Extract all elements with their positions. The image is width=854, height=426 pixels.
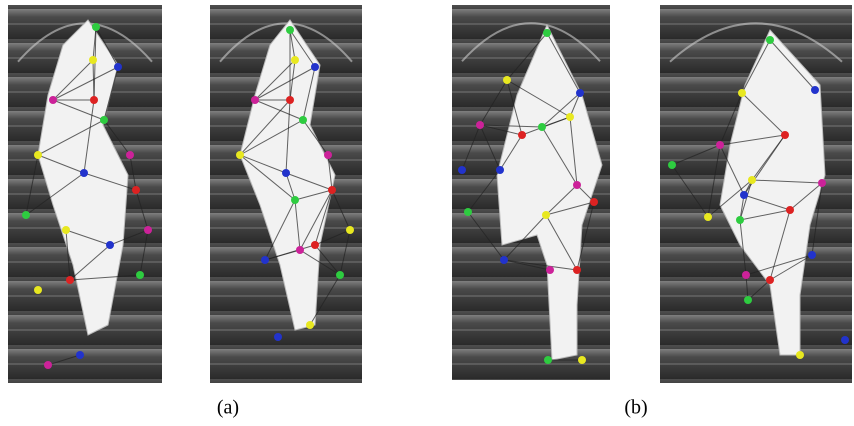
keypoint <box>458 166 466 174</box>
keypoint <box>544 356 552 364</box>
keypoint <box>251 96 259 104</box>
keypoint <box>766 276 774 284</box>
photo-panel <box>660 5 852 383</box>
keypoint <box>92 23 100 31</box>
keypoint <box>261 256 269 264</box>
keypoint <box>736 216 744 224</box>
keypoint <box>286 26 294 34</box>
keypoint <box>62 226 70 234</box>
keypoint <box>500 256 508 264</box>
keypoint <box>546 266 554 274</box>
keypoint <box>748 176 756 184</box>
keypoint <box>518 131 526 139</box>
keypoint <box>740 191 748 199</box>
keypoint <box>132 186 140 194</box>
keypoint <box>841 336 849 344</box>
keypoint <box>80 169 88 177</box>
caption: (a) <box>217 397 239 419</box>
keypoint <box>346 226 354 234</box>
keypoint <box>464 208 472 216</box>
keypoint <box>66 276 74 284</box>
keypoint <box>796 351 804 359</box>
keypoint <box>542 211 550 219</box>
keypoint <box>538 123 546 131</box>
keypoint <box>34 151 42 159</box>
keypoint <box>328 186 336 194</box>
keypoint <box>311 63 319 71</box>
keypoint <box>716 141 724 149</box>
keypoint <box>22 211 30 219</box>
caption: (b) <box>624 397 647 419</box>
keypoint <box>34 286 42 294</box>
keypoint <box>781 131 789 139</box>
keypoint <box>704 213 712 221</box>
keypoint <box>291 196 299 204</box>
keypoint <box>576 89 584 97</box>
keypoint <box>299 116 307 124</box>
keypoint <box>90 96 98 104</box>
keypoint <box>49 96 57 104</box>
keypoint <box>566 113 574 121</box>
keypoint <box>306 321 314 329</box>
keypoint <box>286 96 294 104</box>
keypoint <box>503 76 511 84</box>
photo-panel <box>452 5 610 380</box>
keypoint <box>311 241 319 249</box>
keypoint <box>324 151 332 159</box>
keypoint <box>744 296 752 304</box>
keypoint <box>336 271 344 279</box>
keypoint <box>291 56 299 64</box>
keypoint <box>573 181 581 189</box>
photo-panel <box>8 5 162 383</box>
keypoint <box>590 198 598 206</box>
keypoint <box>668 161 676 169</box>
keypoint <box>126 151 134 159</box>
keypoint <box>808 251 816 259</box>
keypoint <box>136 271 144 279</box>
keypoint <box>114 63 122 71</box>
keypoint <box>106 241 114 249</box>
keypoint <box>282 169 290 177</box>
keypoint <box>100 116 108 124</box>
keypoint <box>144 226 152 234</box>
keypoint <box>296 246 304 254</box>
keypoint <box>274 333 282 341</box>
figure: (a) (b) <box>0 0 854 426</box>
keypoint <box>76 351 84 359</box>
keypoint <box>818 179 826 187</box>
keypoint <box>44 361 52 369</box>
keypoint <box>476 121 484 129</box>
keypoint <box>811 86 819 94</box>
keypoint <box>766 36 774 44</box>
keypoint <box>236 151 244 159</box>
keypoint <box>543 29 551 37</box>
photo-panel <box>210 5 362 383</box>
keypoint <box>738 89 746 97</box>
keypoint <box>89 56 97 64</box>
keypoint <box>573 266 581 274</box>
keypoint <box>496 166 504 174</box>
keypoint <box>742 271 750 279</box>
keypoint <box>578 356 586 364</box>
keypoint <box>786 206 794 214</box>
